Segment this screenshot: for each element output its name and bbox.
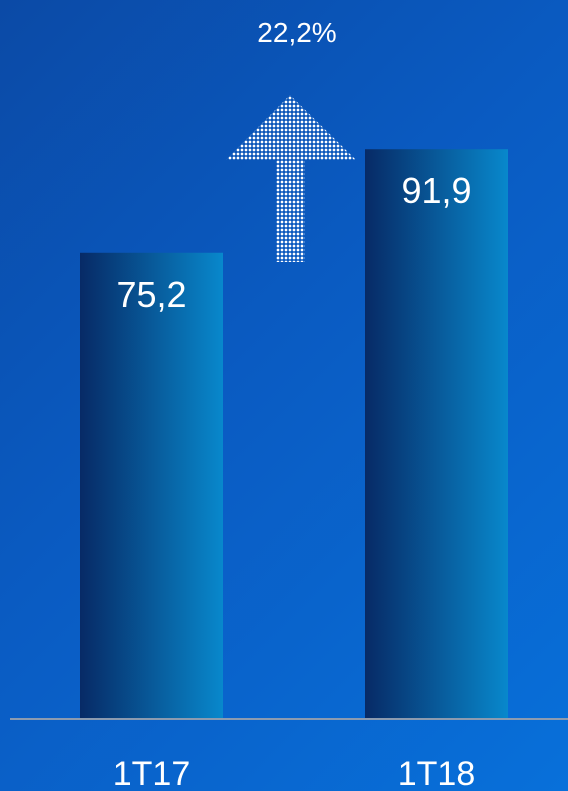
bar-1T18: [365, 149, 508, 720]
category-label-1T17: 1T17: [113, 755, 191, 791]
dotted-up-arrow-shape: [226, 95, 356, 262]
growth-annotation: 22,2%: [257, 17, 336, 48]
bars-layer: [80, 149, 508, 720]
value-label-1T17: 75,2: [116, 274, 186, 315]
labels-layer: 75,2 1T17 91,9 1T18: [113, 170, 476, 791]
bar-1T17: [80, 252, 223, 719]
dotted-up-arrow-icon: [226, 95, 356, 262]
value-label-1T18: 91,9: [401, 170, 471, 211]
category-label-1T18: 1T18: [398, 755, 476, 791]
